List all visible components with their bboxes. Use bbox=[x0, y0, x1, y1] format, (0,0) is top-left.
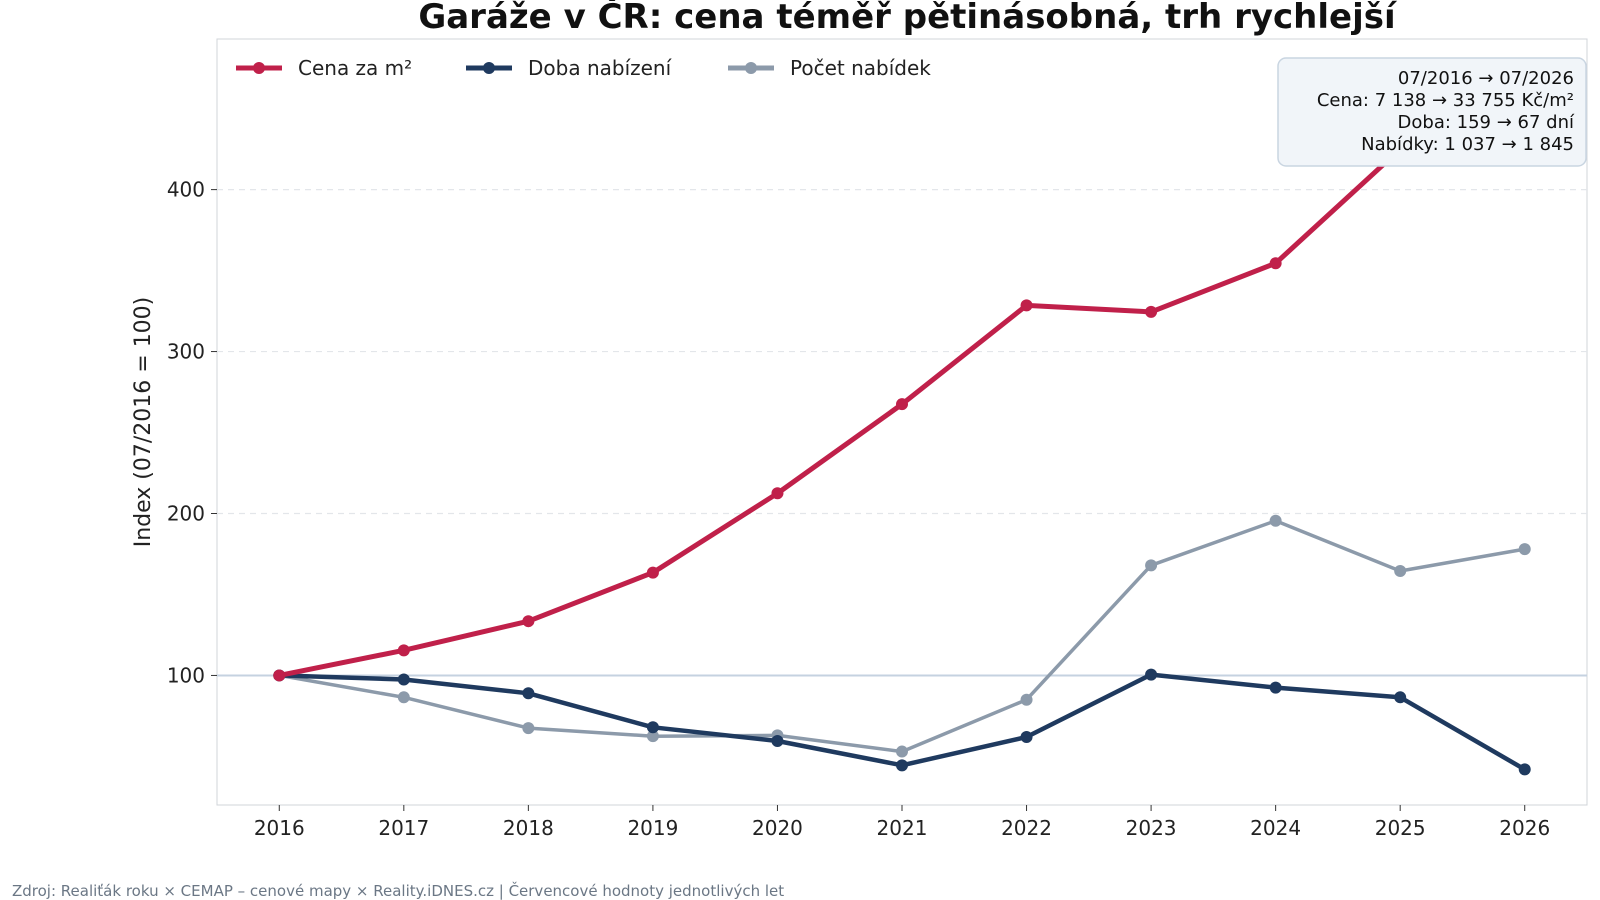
x-tick-label: 2019 bbox=[627, 816, 678, 840]
series-2-point bbox=[1269, 514, 1282, 527]
series-0-point bbox=[896, 398, 908, 411]
summary-line-offers: Nabídky: 1 037 → 1 845 bbox=[1361, 134, 1574, 155]
x-tick-label: 2016 bbox=[254, 816, 305, 840]
chart-title: Garáže v ČR: cena téměř pětinásobná, trh… bbox=[418, 0, 1398, 37]
grid-layer bbox=[217, 189, 1587, 515]
series-1-point bbox=[397, 673, 410, 686]
y-tick-label: 300 bbox=[167, 340, 205, 364]
series-0-point bbox=[273, 669, 286, 682]
series-2-point bbox=[1394, 564, 1407, 577]
series-0-point bbox=[646, 566, 659, 579]
source-note: Zdroj: Realiťák roku × CEMAP – cenové ma… bbox=[12, 881, 784, 900]
series-0-point bbox=[771, 487, 784, 500]
summary-annotation-box bbox=[1277, 57, 1587, 167]
series-2-point bbox=[646, 730, 659, 743]
summary-line-period: 07/2016 → 07/2026 bbox=[1398, 68, 1574, 89]
series-1 bbox=[273, 668, 1531, 776]
x-tick-label: 2024 bbox=[1250, 816, 1301, 840]
x-tick-label: 2018 bbox=[503, 816, 554, 840]
series-1-point bbox=[1518, 763, 1531, 776]
series-2-point bbox=[896, 745, 908, 758]
series-1-point bbox=[1145, 668, 1158, 681]
x-tick-label: 2025 bbox=[1375, 816, 1426, 840]
series-2-point bbox=[1518, 543, 1531, 556]
series-0-point bbox=[1145, 305, 1158, 318]
summary-line-price: Cena: 7 138 → 33 755 Kč/m² bbox=[1317, 90, 1574, 111]
series-2-point bbox=[1145, 559, 1158, 572]
y-axis-label: Index (07/2016 = 100) bbox=[131, 297, 156, 548]
series-1-point bbox=[522, 687, 535, 700]
legend-item: Počet nabídek bbox=[728, 56, 931, 80]
legend-item: Cena za m² bbox=[236, 56, 412, 80]
y-tick-label: 100 bbox=[167, 663, 205, 687]
series-1-point bbox=[1394, 691, 1407, 704]
y-tick-label: 400 bbox=[167, 178, 205, 202]
series-2-point bbox=[522, 722, 535, 735]
summary-line-duration: Doba: 159 → 67 dní bbox=[1398, 112, 1575, 133]
summary-annotation: 07/2016 → 07/2026 Cena: 7 138 → 33 755 K… bbox=[1277, 57, 1587, 167]
legend-swatch-marker bbox=[745, 62, 757, 74]
series-2 bbox=[273, 514, 1531, 758]
series-1-point bbox=[1269, 681, 1282, 694]
series-2-point bbox=[1020, 693, 1033, 706]
legend: Cena za m² Doba nabízení Počet nabídek bbox=[236, 56, 931, 80]
y-axis: 100 200 300 400 bbox=[167, 178, 217, 687]
series-0-point bbox=[1020, 299, 1033, 312]
x-tick-label: 2026 bbox=[1499, 816, 1550, 840]
series-0-point bbox=[522, 615, 535, 628]
series-1-point bbox=[1020, 730, 1033, 743]
series-0-point bbox=[1269, 257, 1282, 270]
y-tick-label: 200 bbox=[167, 501, 205, 525]
series-0 bbox=[273, 65, 1531, 682]
x-tick-label: 2020 bbox=[752, 816, 803, 840]
legend-label: Doba nabízení bbox=[528, 56, 673, 80]
x-axis: 2016 2017 2018 2019 2020 2021 2022 2023 2024 2025… bbox=[254, 805, 1550, 840]
series-2-point bbox=[397, 691, 410, 704]
legend-label: Počet nabídek bbox=[790, 56, 931, 80]
series-0-point bbox=[397, 644, 410, 657]
series-1-point bbox=[896, 759, 908, 772]
series-layer bbox=[273, 65, 1531, 776]
x-tick-label: 2017 bbox=[378, 816, 429, 840]
x-tick-label: 2023 bbox=[1126, 816, 1177, 840]
legend-label: Cena za m² bbox=[298, 56, 412, 80]
legend-swatch-marker bbox=[253, 62, 265, 74]
series-1-point bbox=[771, 735, 784, 748]
legend-item: Doba nabízení bbox=[466, 56, 673, 80]
x-tick-label: 2022 bbox=[1001, 816, 1052, 840]
series-1-point bbox=[646, 721, 659, 734]
legend-swatch-marker bbox=[483, 62, 495, 74]
x-tick-label: 2021 bbox=[877, 816, 928, 840]
